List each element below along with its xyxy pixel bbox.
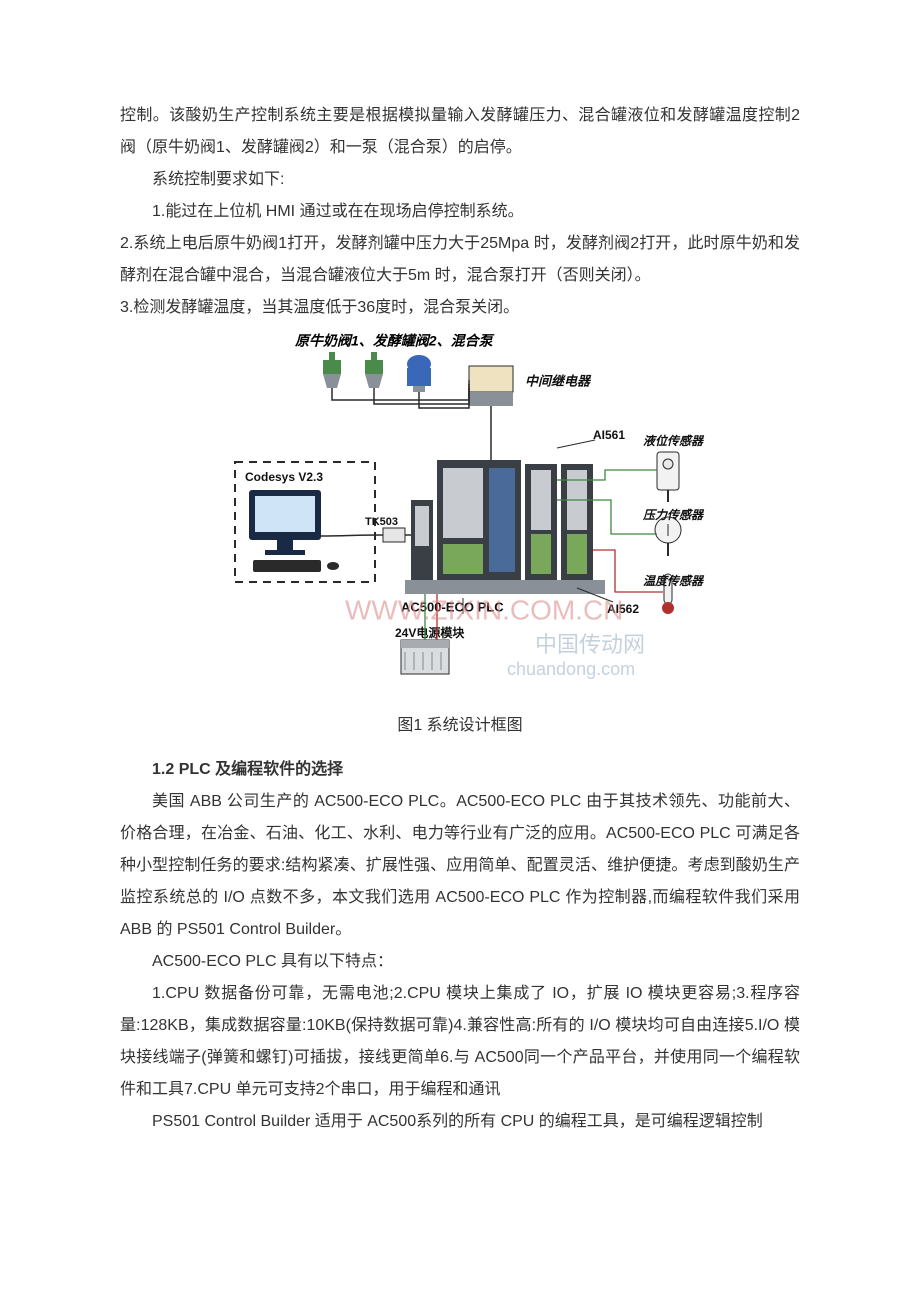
svg-text:AI561: AI561 xyxy=(593,428,625,442)
paragraph-abb-intro: 美国 ABB 公司生产的 AC500-ECO PLC。AC500-ECO PLC… xyxy=(120,786,800,946)
paragraph-req-heading: 系统控制要求如下: xyxy=(120,164,800,196)
svg-text:温度传感器: 温度传感器 xyxy=(643,574,705,588)
figure-1: 原牛奶阀1、发酵罐阀2、混合泵中间继电器AI561AI562液位传感器压力传感器… xyxy=(205,330,715,690)
paragraph-req1: 1.能过在上位机 HMI 通过或在在现场启停控制系统。 xyxy=(120,196,800,228)
svg-text:TK503: TK503 xyxy=(365,516,398,528)
svg-text:chuandong.com: chuandong.com xyxy=(507,659,635,679)
paragraph-ps501: PS501 Control Builder 适用于 AC500系列的所有 CPU… xyxy=(120,1106,800,1138)
svg-text:压力传感器: 压力传感器 xyxy=(642,508,705,522)
svg-text:中国传动网: 中国传动网 xyxy=(535,632,645,657)
heading-1-2: 1.2 PLC 及编程软件的选择 xyxy=(120,754,800,786)
svg-text:WWW.ZIXIN.COM.CN: WWW.ZIXIN.COM.CN xyxy=(345,594,623,625)
paragraph-req3: 3.检测发酵罐温度，当其温度低于36度时，混合泵关闭。 xyxy=(120,292,800,324)
svg-text:24V电源模块: 24V电源模块 xyxy=(395,625,465,640)
paragraph-req2: 2.系统上电后原牛奶阀1打开，发酵剂罐中压力大于25Mpa 时，发酵剂阀2打开，… xyxy=(120,228,800,292)
svg-text:中间继电器: 中间继电器 xyxy=(525,373,592,388)
paragraph-control-intro: 控制。该酸奶生产控制系统主要是根据模拟量输入发酵罐压力、混合罐液位和发酵罐温度控… xyxy=(120,100,800,164)
svg-text:原牛奶阀1、发酵罐阀2、混合泵: 原牛奶阀1、发酵罐阀2、混合泵 xyxy=(294,333,495,349)
figure-1-container: 原牛奶阀1、发酵罐阀2、混合泵中间继电器AI561AI562液位传感器压力传感器… xyxy=(120,330,800,702)
figure-1-caption: 图1 系统设计框图 xyxy=(120,710,800,742)
svg-text:Codesys V2.3: Codesys V2.3 xyxy=(245,470,323,484)
svg-text:液位传感器: 液位传感器 xyxy=(643,434,705,448)
paragraph-features-list: 1.CPU 数据备份可靠，无需电池;2.CPU 模块上集成了 IO，扩展 IO … xyxy=(120,978,800,1106)
system-diagram-svg: 原牛奶阀1、发酵罐阀2、混合泵中间继电器AI561AI562液位传感器压力传感器… xyxy=(205,330,715,690)
paragraph-features-heading: AC500-ECO PLC 具有以下特点： xyxy=(120,946,800,978)
